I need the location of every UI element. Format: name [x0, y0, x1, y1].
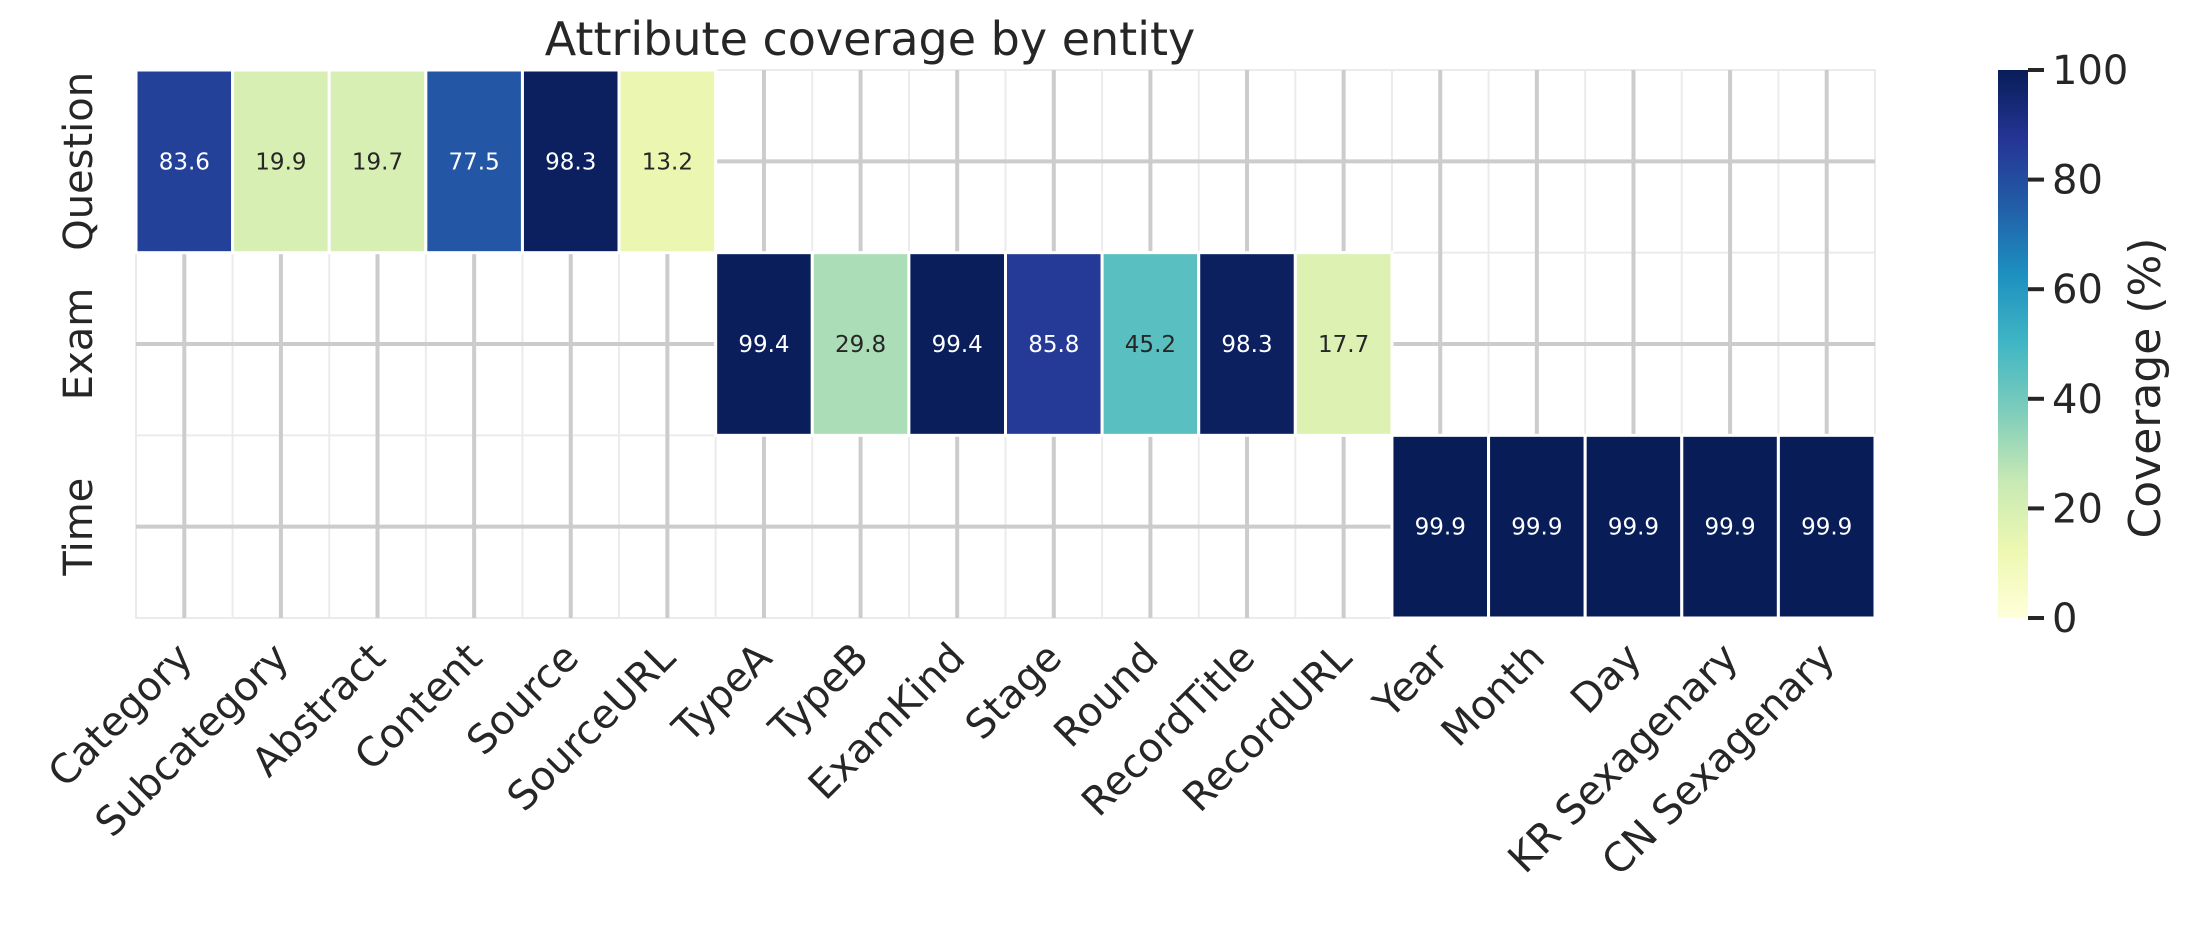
colorbar-tick-label: 60 [2052, 267, 2103, 313]
cell-value-label: 45.2 [1125, 332, 1176, 358]
y-tick-labels: Question Exam Time [56, 72, 102, 577]
cell-value-label: 17.7 [1318, 332, 1369, 358]
cell-value-label: 98.3 [1221, 332, 1272, 358]
heatmap-cell [1100, 251, 1201, 437]
x-tick-label: Month [1433, 635, 1554, 756]
colorbar-label: Coverage (%) [2120, 238, 2171, 539]
colorbar: 0 20 40 60 80 100 [1998, 48, 2128, 642]
heatmap-cell [1004, 251, 1104, 437]
colorbar-tick-label: 100 [2052, 48, 2128, 94]
cell-value-label: 99.9 [1608, 515, 1659, 541]
heatmap-cell [327, 68, 428, 255]
cell-value-label: 99.9 [1704, 515, 1755, 541]
heatmap-cell [617, 68, 718, 255]
cell-value-label: 99.4 [932, 332, 983, 358]
x-tick-labels: CategorySubcategoryAbstractContentSource… [40, 634, 1844, 885]
x-tick-label: Day [1562, 635, 1650, 723]
heatmap-cell [1776, 433, 1877, 620]
cell-value-label: 19.7 [352, 149, 403, 175]
colorbar-tick-label: 0 [2052, 596, 2077, 642]
colorbar-tick-label: 20 [2052, 486, 2103, 532]
heatmap-cell [907, 251, 1008, 437]
cell-value-label: 85.8 [1028, 332, 1079, 358]
cell-value-label: 99.9 [1415, 515, 1466, 541]
heatmap-cell [231, 68, 331, 255]
cell-value-label: 83.6 [159, 149, 210, 175]
heatmap-cell [520, 68, 621, 255]
cell-value-label: 77.5 [449, 149, 500, 175]
cell-value-label: 98.3 [545, 149, 596, 175]
cell-value-label: 29.8 [835, 332, 886, 358]
colorbar-gradient [1998, 70, 2028, 618]
heatmap-cell [1583, 433, 1684, 620]
heatmap-cell [134, 68, 235, 255]
x-tick-label: TypeA [663, 634, 781, 752]
colorbar-tick-label: 80 [2052, 158, 2103, 204]
y-tick-label: Question [56, 72, 102, 251]
cell-value-label: 99.9 [1511, 515, 1562, 541]
colorbar-tick-label: 40 [2052, 377, 2103, 423]
y-tick-label: Exam [56, 288, 102, 400]
cell-value-label: 99.9 [1801, 515, 1852, 541]
heatmap-cell [714, 251, 814, 437]
chart-title: Attribute coverage by entity [545, 12, 1196, 66]
heatmap-cell [1293, 251, 1394, 437]
cell-value-label: 19.9 [255, 149, 306, 175]
y-tick-label: Time [56, 478, 102, 577]
heatmap-cells: 83.6 19.9 19.7 77.5 98.3 13.2 99.4 29.8 99.4 85.8… [134, 68, 1877, 620]
cell-value-label: 13.2 [642, 149, 693, 175]
heatmap-cell [424, 68, 524, 255]
cell-value-label: 99.4 [738, 332, 789, 358]
